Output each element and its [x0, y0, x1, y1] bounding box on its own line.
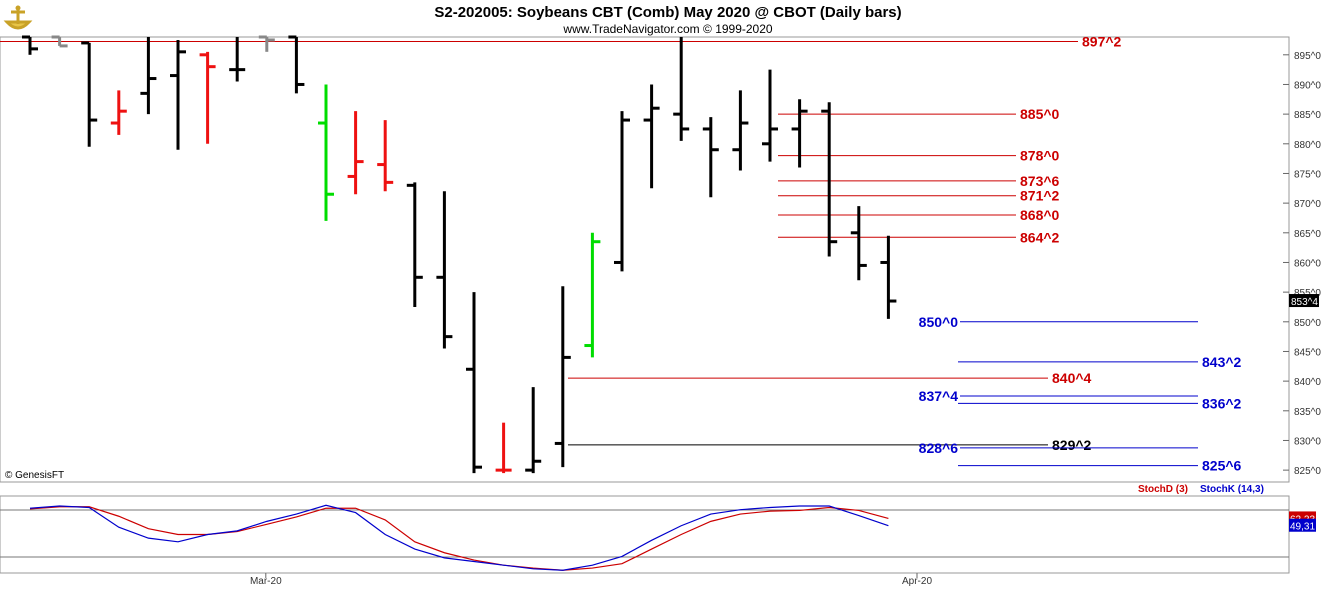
y-tick-label: 865^0: [1294, 229, 1321, 240]
stoch-series-line: [29, 506, 889, 571]
legend-stoch-k: StochK (14,3): [1200, 484, 1264, 495]
last-price-marker: 853^4: [1289, 294, 1319, 308]
ohlc-bar: [673, 37, 690, 141]
stochastic-panel: [0, 495, 1290, 574]
stochastic-lines: 62,2349,31: [29, 504, 1316, 571]
level-label: 837^4: [919, 388, 959, 404]
level-label: 871^2: [1020, 188, 1060, 204]
level-label: 878^0: [1020, 148, 1060, 164]
legend-stoch-d: StochD (3): [1138, 484, 1188, 495]
ohlc-bar: [732, 90, 749, 171]
stoch-legend: StochD (3) StochK (14,3): [1138, 484, 1264, 495]
ohlc-bar: [81, 41, 98, 147]
ohlc-bar: [229, 37, 246, 82]
level-label: 850^0: [919, 314, 959, 330]
ohlc-bar: [791, 99, 808, 168]
y-tick-label: 850^0: [1294, 318, 1321, 329]
ohlc-bar: [288, 35, 305, 94]
ohlc-bar: [584, 232, 601, 358]
level-label: 829^2: [1052, 437, 1092, 453]
y-tick-label: 870^0: [1294, 199, 1321, 210]
ohlc-bar: [466, 292, 482, 474]
copyright-text: © GenesisFT: [5, 470, 64, 481]
ohlc-bar: [199, 51, 216, 144]
level-label: 897^2: [1082, 33, 1122, 49]
ohlc-bars: [22, 35, 897, 474]
ohlc-bar: [377, 120, 394, 192]
level-label: 828^6: [919, 440, 959, 456]
ohlc-bar: [347, 111, 364, 195]
ohlc-bar: [51, 35, 68, 48]
ohlc-bar: [702, 117, 719, 198]
chart-subtitle: www.TradeNavigator.com © 1999-2020: [562, 22, 772, 36]
ohlc-bar: [318, 84, 334, 221]
level-label: 873^6: [1020, 173, 1060, 189]
ohlc-bar: [495, 422, 512, 474]
y-tick-label: 860^0: [1294, 258, 1321, 269]
level-label: 843^2: [1202, 354, 1242, 370]
level-label: 840^4: [1052, 370, 1092, 386]
last-price-label: 853^4: [1291, 297, 1318, 308]
level-label: 836^2: [1202, 395, 1242, 411]
ohlc-bar: [170, 39, 186, 150]
ohlc-bar: [22, 35, 38, 55]
y-tick-label: 840^0: [1294, 377, 1321, 388]
stoch-series-line: [29, 504, 889, 571]
ohlc-bar: [614, 111, 630, 272]
y-tick-label: 885^0: [1294, 110, 1321, 121]
y-tick-label: 895^0: [1294, 51, 1321, 62]
level-label: 864^2: [1020, 229, 1060, 245]
y-tick-label: 825^0: [1294, 466, 1321, 477]
ohlc-bar: [258, 35, 275, 52]
y-tick-label: 890^0: [1294, 80, 1321, 91]
ohlc-bar: [643, 84, 660, 189]
level-label: 868^0: [1020, 207, 1060, 223]
level-label: 885^0: [1020, 106, 1060, 122]
level-label: 825^6: [1202, 458, 1242, 474]
ohlc-bar: [525, 387, 542, 474]
y-tick-label: 855^0: [1294, 288, 1321, 299]
last-price-badge: [1289, 294, 1319, 308]
ohlc-bar: [554, 286, 571, 468]
y-tick-label: 875^0: [1294, 169, 1321, 180]
stoch-k-badge: [1289, 518, 1316, 532]
y-tick-label: 880^0: [1294, 140, 1321, 151]
stoch-k-value: 49,31: [1290, 522, 1315, 533]
date-axis: Mar-20 Apr-20: [250, 573, 932, 587]
chart-title: S2-202005: Soybeans CBT (Comb) May 2020 …: [434, 4, 901, 21]
price-panel: [0, 36, 1290, 483]
x-tick-label: Mar-20: [250, 576, 282, 587]
ohlc-bar: [406, 182, 423, 307]
y-tick-label: 835^0: [1294, 407, 1321, 418]
ohlc-bar: [880, 235, 897, 319]
ohlc-bar: [762, 69, 778, 162]
ohlc-bar: [821, 102, 838, 257]
ohlc-bar: [850, 206, 867, 281]
y-tick-label: 845^0: [1294, 347, 1321, 358]
y-tick-label: 830^0: [1294, 436, 1321, 447]
x-tick-label: Apr-20: [902, 576, 932, 587]
ohlc-bar: [140, 37, 157, 115]
ship-logo-icon: [3, 5, 33, 30]
ohlc-bar: [436, 191, 453, 349]
price-axis: 825^0 830^0 835^0 840^0 845^0 850^0 855^0 860^0…: [1283, 51, 1321, 477]
ohlc-bar: [110, 90, 127, 135]
